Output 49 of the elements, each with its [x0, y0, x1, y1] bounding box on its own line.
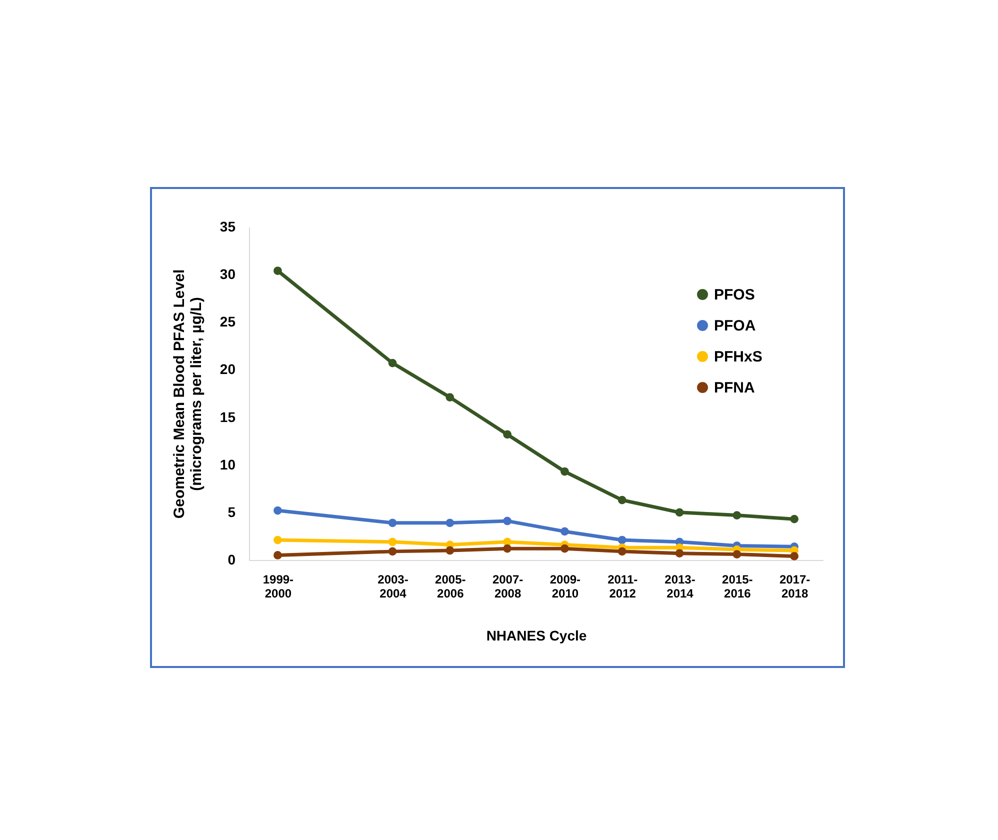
point	[732, 550, 742, 558]
point	[560, 544, 569, 553]
point	[446, 546, 454, 555]
legend-label: PFOS	[714, 286, 755, 304]
y-tick-label: 10	[220, 456, 236, 472]
point	[274, 551, 282, 560]
x-tick-label: 1999-2000	[262, 572, 294, 600]
point	[503, 516, 512, 526]
point	[560, 467, 569, 476]
x-tick-label: 2011-2012	[608, 572, 638, 600]
x-tick-label: 2017-2018	[779, 572, 810, 600]
point	[388, 518, 397, 528]
y-tick-label: 20	[220, 361, 236, 378]
point	[675, 549, 684, 558]
point	[274, 536, 282, 544]
x-tick-label: 2015-2016	[722, 572, 753, 600]
y-tick-label: 0	[228, 552, 236, 568]
legend-label: PFOA	[714, 318, 756, 334]
y-axis-title: Geometric Mean Blood PFAS Level (micrograms per liter, µg/L)	[170, 269, 205, 519]
y-tick-label: 30	[220, 266, 236, 282]
point	[388, 538, 397, 546]
point	[274, 506, 282, 515]
point	[790, 552, 798, 560]
point	[675, 508, 684, 517]
point	[388, 547, 397, 556]
y-tick-label: 15	[220, 408, 236, 425]
x-tick-label: 2009-2010	[550, 572, 581, 600]
point	[446, 393, 454, 402]
x-axis-title: NHANES Cycle	[486, 628, 587, 644]
point	[503, 544, 512, 553]
y-tick-label: 25	[220, 314, 236, 330]
point	[790, 514, 798, 524]
legend-label: PFNA	[714, 380, 755, 396]
point	[618, 496, 626, 504]
x-tick-label: 2013-2014	[664, 572, 696, 600]
point	[503, 430, 512, 439]
point	[732, 511, 742, 520]
x-tick-label: 2007-2008	[492, 572, 524, 600]
x-tick-label: 2003-2004	[378, 572, 408, 600]
point	[618, 536, 626, 544]
point	[618, 547, 626, 556]
y-tick-label: 5	[228, 504, 236, 520]
point	[560, 527, 569, 536]
point	[388, 358, 397, 368]
point	[274, 266, 282, 275]
point	[446, 518, 454, 528]
y-tick-label: 35	[220, 218, 236, 234]
x-tick-label: 2005-2006	[435, 572, 466, 600]
legend-label: PFHxS	[714, 348, 762, 366]
